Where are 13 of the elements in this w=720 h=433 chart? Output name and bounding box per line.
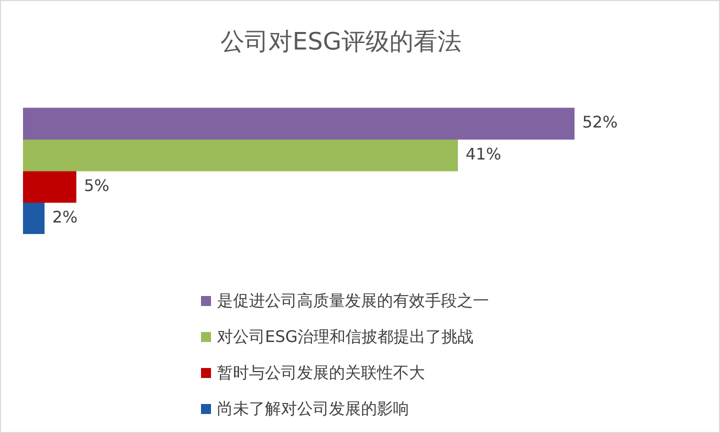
data-label: 2%: [52, 207, 78, 226]
bar: [23, 202, 45, 234]
bar: [23, 170, 76, 203]
bar: [23, 139, 458, 172]
legend-label: 是促进公司高质量发展的有效手段之一: [217, 290, 489, 312]
data-label: 41%: [466, 144, 502, 164]
legend-label: 暂时与公司发展的关联性不大: [217, 362, 425, 384]
bar: [23, 108, 575, 140]
data-label: 52%: [582, 112, 618, 132]
legend-label: 尚未了解对公司发展的影响: [217, 398, 409, 420]
data-label: 5%: [84, 176, 110, 195]
chart-title: 公司对ESG评级的看法: [220, 28, 462, 56]
legend-label: 对公司ESG治理和信披都提出了挑战: [217, 326, 474, 348]
